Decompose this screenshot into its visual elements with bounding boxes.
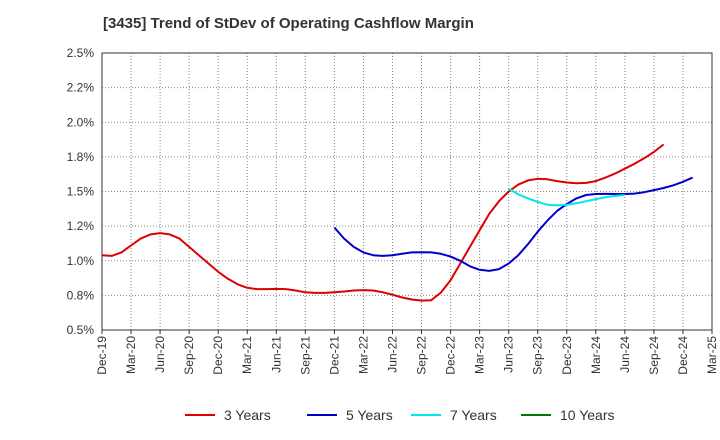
x-tick-label: Sep-22: [415, 336, 429, 375]
x-tick-label: Mar-25: [705, 336, 719, 374]
x-tick-label: Jun-24: [618, 336, 632, 373]
x-tick-label: Mar-22: [356, 336, 370, 374]
plot-area: [102, 53, 712, 330]
legend-label: 3 Years: [224, 407, 271, 423]
x-tick-label: Dec-22: [444, 336, 458, 375]
y-tick-label: 1.8%: [67, 150, 95, 164]
x-tick-label: Mar-23: [473, 336, 487, 374]
y-tick-label: 2.5%: [67, 46, 95, 60]
x-tick-label: Mar-24: [589, 336, 603, 374]
y-tick-label: 2.0%: [67, 115, 95, 129]
x-tick-label: Sep-21: [298, 336, 312, 375]
x-tick-label: Mar-21: [240, 336, 254, 374]
plot-border: [101, 52, 713, 331]
x-tick-label: Dec-21: [327, 336, 341, 375]
series-line-5-years: [333, 176, 694, 272]
x-tick-label: Dec-23: [560, 336, 574, 375]
x-tick-label: Sep-23: [531, 336, 545, 375]
y-tick-label: 1.5%: [67, 185, 95, 199]
x-tick-label: Jun-23: [502, 336, 516, 373]
x-tick-label: Dec-19: [95, 336, 109, 375]
x-tick-label: Jun-20: [153, 336, 167, 373]
x-tick-label: Dec-20: [211, 336, 225, 375]
x-tick-label: Dec-24: [676, 336, 690, 375]
x-tick-label: Jun-21: [269, 336, 283, 373]
chart-title: [3435] Trend of StDev of Operating Cashf…: [103, 15, 474, 32]
x-tick-label: Sep-20: [182, 336, 196, 375]
legend-label: 5 Years: [346, 407, 393, 423]
x-tick-label: Mar-20: [124, 336, 138, 374]
y-tick-label: 0.8%: [67, 288, 95, 302]
series-line-7-years: [508, 187, 625, 207]
y-tick-label: 0.5%: [67, 323, 95, 337]
series-line-3-years: [101, 143, 665, 302]
y-tick-label: 2.2%: [67, 81, 95, 95]
legend-label: 10 Years: [560, 407, 615, 423]
y-tick-label: 1.2%: [67, 219, 95, 233]
y-tick-label: 1.0%: [67, 254, 95, 268]
x-tick-label: Sep-24: [647, 336, 661, 375]
legend-label: 7 Years: [450, 407, 497, 423]
x-tick-label: Jun-22: [385, 336, 399, 373]
